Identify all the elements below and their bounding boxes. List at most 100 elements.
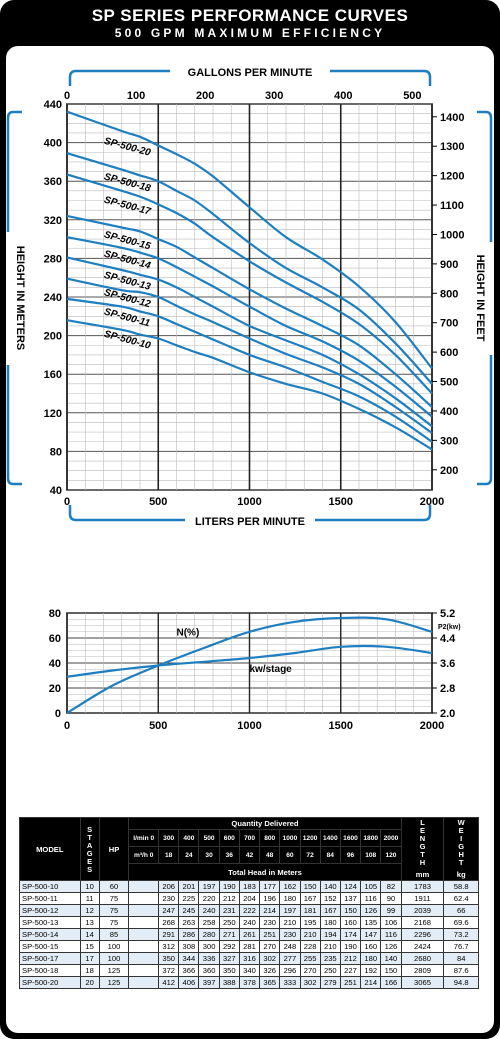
table-cell: 279 [319,976,341,989]
eff-x-tick-label: 2000 [420,720,444,732]
table-cell: 302 [299,976,321,989]
table-cell: 230 [259,916,281,929]
table-cell: 195 [299,916,321,929]
m3h-header-cell: 24 [178,846,200,864]
table-cell: SP-500-13 [19,916,81,929]
table-row: SP-500-14 14 85 291 286 280 271 261 251 230 210 194… [19,928,479,941]
bottom-x-axis-title: LITERS PER MINUTE [195,516,305,528]
left-y-tick-label: 320 [44,215,62,227]
table-cell: 235 [319,952,341,965]
right-bracket-top [477,110,493,242]
right-y-tick-label: 1200 [440,171,464,183]
table-cell: 11 [79,892,100,905]
table-cell: 251 [339,976,362,989]
eff-left-tick-label: 40 [49,658,61,670]
left-y-tick-label: 80 [50,446,62,458]
table-cell [128,928,160,941]
left-y-tick-label: 400 [44,138,62,150]
table-cell: 106 [380,916,402,929]
table-cell: 245 [178,904,200,917]
left-y-tick-label: 280 [44,253,62,265]
col-length: LENGTH mm [400,817,445,881]
table-cell: 150 [339,904,362,917]
table-cell: 270 [299,964,321,977]
table-cell: 406 [178,976,200,989]
table-cell: SP-500-10 [19,880,81,893]
right-y-tick-label: 700 [440,318,458,330]
table-cell: 75 [98,916,130,929]
curve-sp-500-18 [66,152,433,385]
eff-x-tick-label: 500 [149,720,167,732]
lmin-header-cell: 300 [158,829,180,847]
table-cell: 366 [178,964,200,977]
table-cell: 372 [158,964,180,977]
table-cell: 210 [279,916,301,929]
table-cell: 3065 [400,976,445,989]
table-cell [128,916,160,929]
table-cell: 212 [339,952,362,965]
table-cell: 66 [443,904,479,917]
bottom-x-tick-label: 500 [149,496,167,508]
right-y-tick-label: 300 [440,435,458,447]
eff-right-tick-label: 2.8 [440,683,455,695]
top-x-tick-label: 500 [403,90,421,102]
table-cell: 197 [279,904,301,917]
m3h-header-cell: 42 [238,846,261,864]
right-y-tick-label: 1000 [440,229,464,241]
table-row: SP-500-13 13 75 268 263 258 250 240 230 210 195 180… [19,916,479,929]
lmin-header-cell: 1600 [339,829,362,847]
table-cell: 2296 [400,928,445,941]
left-bracket-bottom [6,365,22,486]
table-cell: 180 [279,892,301,905]
left-y-axis-title: HEIGHT IN METERS [14,246,26,351]
table-cell: 174 [339,928,362,941]
table-cell: 87.6 [443,964,479,977]
eff-x-tick-label: 0 [64,720,70,732]
table-cell: 281 [238,940,261,953]
table-cell: 13 [79,916,100,929]
top-x-tick-label: 0 [64,90,70,102]
table-cell: 214 [360,976,382,989]
table-cell: 231 [218,904,240,917]
table-cell: 340 [238,964,261,977]
table-cell: 10 [79,880,100,893]
table-cell: 227 [339,964,362,977]
table-cell: 327 [218,952,240,965]
table-cell: 365 [259,976,281,989]
table-cell: 270 [259,940,281,953]
table-cell: 73.2 [443,928,479,941]
table-cell: 116 [360,892,382,905]
right-y-tick-label: 1300 [440,141,464,153]
table-cell: 333 [279,976,301,989]
table-cell: 336 [198,952,220,965]
length-label: LENGTH [417,818,427,866]
table-row: SP-500-10 10 60 206 201 197 190 183 177 162 150 140… [19,880,479,893]
table-cell: 167 [319,904,341,917]
table-cell: 124 [339,880,362,893]
table-cell: 69.6 [443,916,479,929]
right-y-tick-label: 200 [440,465,458,477]
eff-x-tick-label: 1500 [329,720,353,732]
table-cell: 2039 [400,904,445,917]
table-cell: 181 [299,904,321,917]
table-cell: 2680 [400,952,445,965]
bottom-x-tick-label: 0 [64,496,70,508]
lmin-header-cell: 800 [259,829,281,847]
table-cell: 326 [259,964,281,977]
table-row: SP-500-15 15 100 312 308 300 292 281 270 248 228 21… [19,940,479,953]
table-cell: 183 [238,880,261,893]
table-cell: SP-500-20 [19,976,81,989]
top-bracket-right [330,69,432,86]
table-cell: 190 [339,940,362,953]
curve-sp-500-11 [66,297,433,443]
quantity-delivered-header: Quantity Delivered [128,817,402,830]
curve-sp-500-14 [66,236,433,418]
table-cell: 60 [98,880,130,893]
m3h-header-cell: 60 [279,846,301,864]
curve-sp-500-20 [66,110,433,370]
right-y-tick-label: 1100 [440,200,464,212]
table-cell: 388 [218,976,240,989]
right-y-tick-label: 1400 [440,112,464,124]
table-cell: 250 [319,964,341,977]
